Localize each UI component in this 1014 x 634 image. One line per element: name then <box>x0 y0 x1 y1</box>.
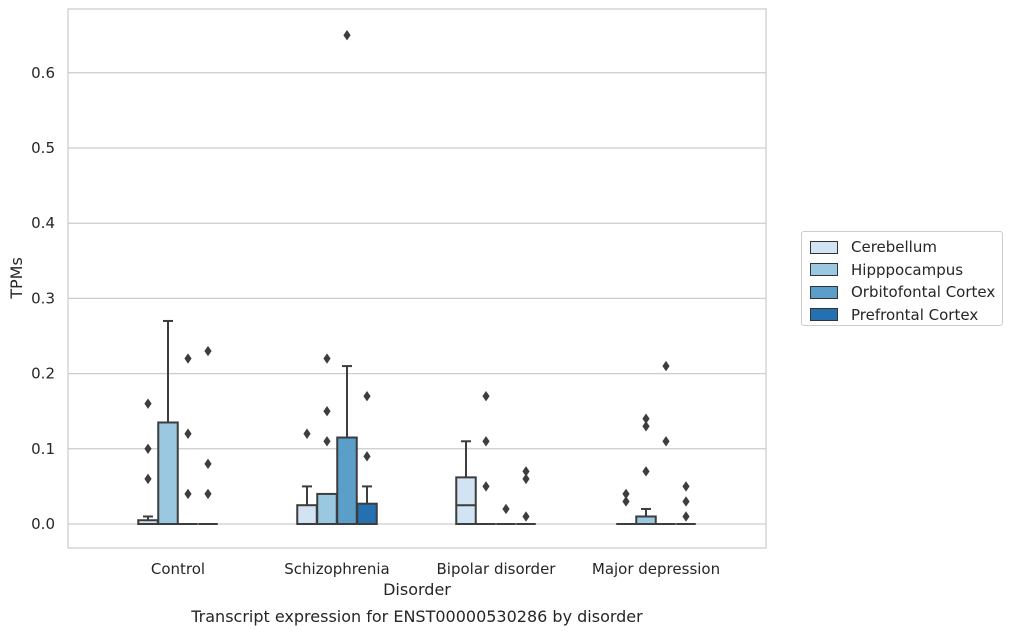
outlier-point <box>642 421 650 432</box>
legend-item: Hipppocampus <box>802 259 1002 282</box>
box-body <box>455 476 477 526</box>
box-cerebellum-major-depression <box>616 488 636 525</box>
box-orbitofontal-cortex-control <box>178 353 198 525</box>
chart-title: Transcript expression for ENST0000053028… <box>190 607 643 626</box>
legend-swatch <box>810 285 838 299</box>
x-axis-title: Disorder <box>383 580 451 599</box>
outlier-point <box>642 413 650 424</box>
box-hipppocampus-schizophrenia <box>316 353 338 526</box>
y-tick-label: 0.3 <box>31 289 55 307</box>
x-tick-labels: Control Schizophrenia Bipolar disorder Majo… <box>151 560 720 578</box>
outlier-point <box>343 30 351 41</box>
box-cerebellum-schizophrenia <box>296 428 318 526</box>
outlier-point <box>502 503 510 515</box>
outlier-point <box>144 473 152 485</box>
box-prefrontal-cortex-control <box>198 345 218 525</box>
y-axis-title: TPMs <box>7 257 26 300</box>
legend-label: Cerebellum <box>851 238 937 257</box>
outlier-point <box>184 428 192 439</box>
legend-item: Orbitofontal Cortex <box>802 281 1002 304</box>
y-tick-label: 0.0 <box>31 515 55 533</box>
outlier-point <box>522 511 530 522</box>
outlier-point <box>204 345 212 357</box>
x-tick-label: Major depression <box>592 560 720 578</box>
outlier-point <box>204 458 212 470</box>
outlier-point <box>323 436 331 447</box>
box-orbitofontal-cortex-bipolar-disorder <box>496 503 516 525</box>
y-tick-labels: 0.0 0.1 0.2 0.3 0.4 0.5 0.6 <box>31 64 55 533</box>
y-tick-label: 0.4 <box>31 214 55 232</box>
box-body <box>635 515 657 525</box>
box-body <box>316 492 338 526</box>
outlier-point <box>682 481 690 492</box>
box-body <box>336 436 358 525</box>
legend-label: Prefrontal Cortex <box>851 305 979 324</box>
legend-label: Hipppocampus <box>851 260 964 279</box>
box-hipppocampus-bipolar-disorder <box>476 390 496 525</box>
outlier-point <box>522 473 530 485</box>
y-tick-label: 0.1 <box>31 440 55 458</box>
x-tick-label: Schizophrenia <box>284 560 389 578</box>
outlier-point <box>303 428 311 439</box>
box-body <box>157 421 179 526</box>
legend-swatch <box>810 240 838 254</box>
x-tick-label: Bipolar disorder <box>437 560 557 578</box>
box-series <box>137 30 696 526</box>
plot-area-border <box>67 8 767 549</box>
box-prefrontal-cortex-bipolar-disorder <box>516 466 536 525</box>
legend-item: Prefrontal Cortex <box>802 304 1002 327</box>
outlier-point <box>522 466 530 477</box>
box-hipppocampus-control <box>157 319 179 526</box>
outlier-point <box>662 436 670 447</box>
box-prefrontal-cortex-schizophrenia <box>356 390 378 526</box>
box-hipppocampus-major-depression <box>635 413 657 525</box>
outlier-point <box>482 436 490 447</box>
outlier-point <box>662 360 670 372</box>
legend-item: Cerebellum <box>802 236 1002 259</box>
outlier-point <box>363 451 371 462</box>
outlier-point <box>682 496 690 507</box>
box-body <box>296 504 318 526</box>
box-cerebellum-bipolar-disorder <box>455 440 477 526</box>
outlier-point <box>323 406 331 417</box>
outlier-point <box>482 481 490 492</box>
outlier-point <box>144 443 152 454</box>
outlier-point <box>482 390 490 402</box>
outlier-point <box>622 488 630 500</box>
outlier-point <box>682 511 690 522</box>
outlier-point <box>184 353 192 364</box>
outlier-point <box>184 488 192 500</box>
outlier-point <box>323 353 331 364</box>
outlier-point <box>204 488 212 500</box>
outlier-point <box>144 398 152 409</box>
legend: Cerebellum Hipppocampus Orbitofontal Corte… <box>801 231 1003 326</box>
y-tick-label: 0.2 <box>31 365 55 383</box>
grid-lines <box>68 72 766 525</box>
outlier-point <box>622 496 630 507</box>
legend-swatch <box>810 308 838 322</box>
box-cerebellum-control <box>137 398 159 525</box>
outlier-point <box>363 390 371 402</box>
legend-label: Orbitofontal Cortex <box>851 283 996 302</box>
x-tick-label: Control <box>151 560 205 578</box>
legend-swatch <box>810 263 838 277</box>
y-tick-label: 0.6 <box>31 64 55 82</box>
y-tick-label: 0.5 <box>31 139 55 157</box>
box-body <box>356 502 378 526</box>
box-orbitofontal-cortex-schizophrenia <box>336 30 358 525</box>
outlier-point <box>642 466 650 477</box>
box-orbitofontal-cortex-major-depression <box>656 360 676 525</box>
box-prefrontal-cortex-major-depression <box>676 481 696 525</box>
